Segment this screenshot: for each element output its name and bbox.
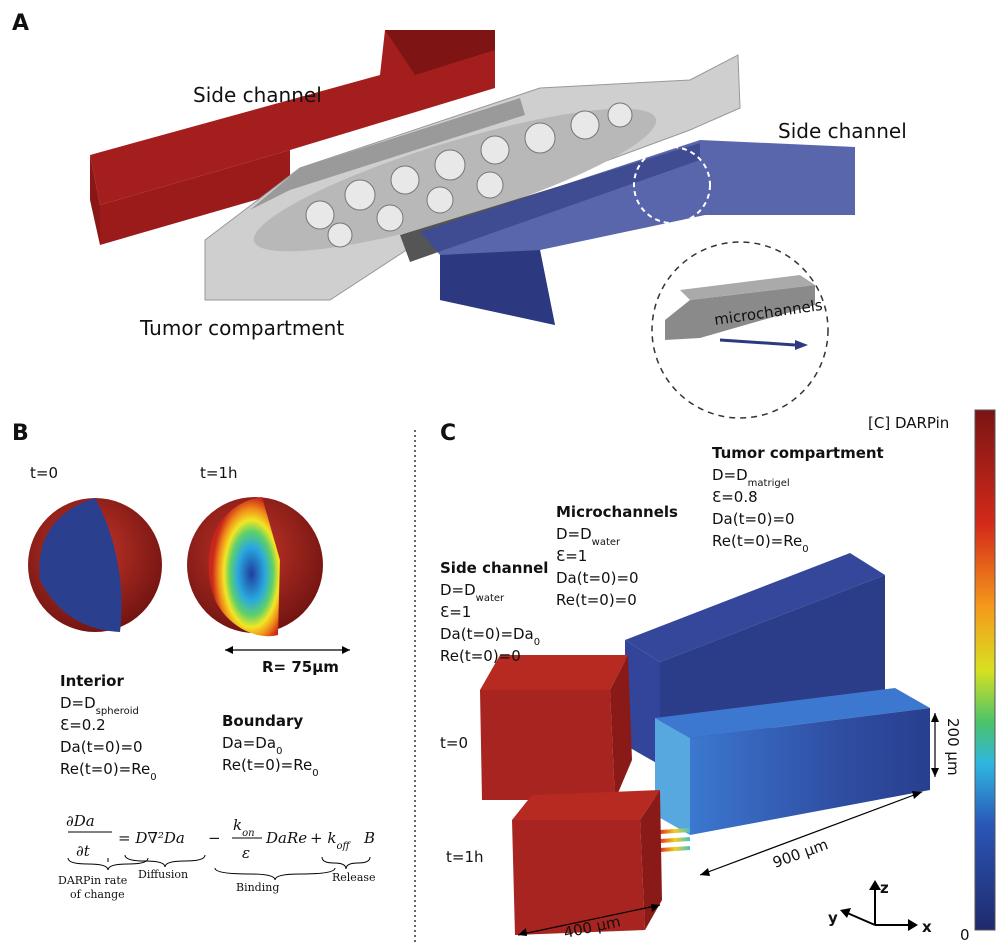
eq-release-main: + k — [310, 829, 336, 847]
eq-minus: − — [208, 829, 221, 847]
block-line-main: Da=Da — [222, 734, 276, 752]
block-line: Ɛ=0.8 — [712, 488, 758, 506]
block-title: Interior — [60, 672, 124, 690]
block-line: D=Dspheroid — [60, 694, 139, 717]
block-line-main: Re(t=0)=Re — [712, 532, 802, 550]
eq-binding-num-main: k — [233, 816, 242, 834]
dimension-label: 200 μm — [944, 718, 962, 776]
eq-lhs-den: ∂t — [76, 842, 91, 860]
dimension-label: 900 μm — [770, 835, 830, 872]
block-line: Ɛ=1 — [556, 547, 587, 565]
block-line-sub: water — [476, 593, 505, 604]
panel-label: A — [12, 11, 29, 36]
block-line-main: Re(t=0)=Re — [222, 756, 312, 774]
block-line-main: Da(t=0)=Da — [440, 625, 534, 643]
block-title: Microchannels — [556, 503, 678, 521]
axis-z: z — [880, 879, 889, 897]
block-line-main: Re(t=0)=Re — [60, 760, 150, 778]
time-label: t=0 — [30, 464, 58, 482]
eq-note: of change — [70, 888, 125, 901]
block-line: Ɛ=1 — [440, 603, 471, 621]
eq-release-sub: off — [336, 841, 351, 852]
block-line: Re(t=0)=Re0 — [712, 532, 809, 555]
side-channel-label: Side channel — [193, 83, 322, 107]
block-line-main: D=D — [60, 694, 96, 712]
block-line: Da(t=0)=0 — [556, 569, 639, 587]
block-line-sub: 0 — [276, 746, 282, 757]
eq-note: Release — [332, 871, 376, 884]
panel-label: B — [12, 421, 29, 446]
axis-y: y — [828, 909, 838, 927]
block-line: Re(t=0)=0 — [556, 591, 637, 609]
block-line: D=Dwater — [440, 581, 505, 604]
eq-lhs-num: ∂Da — [66, 812, 95, 830]
block-line: Da(t=0)=0 — [712, 510, 795, 528]
block-line: Da(t=0)=0 — [60, 738, 143, 756]
block-line: Da=Da0 — [222, 734, 282, 757]
block-line-main: D=D — [712, 466, 748, 484]
block-line-sub: 0 — [802, 544, 808, 555]
panel-a-drawing — [90, 30, 855, 419]
eq-binding-num: kon — [233, 816, 255, 839]
time-label: t=0 — [440, 734, 468, 752]
panel-c-drawing — [480, 409, 996, 936]
block-line: Da(t=0)=Da0 — [440, 625, 540, 648]
block-line: Ɛ=0.2 — [60, 716, 106, 734]
block-line: Re(t=0)=Re0 — [222, 756, 319, 779]
colorbar-title: [C] DARPin — [868, 414, 949, 432]
block-line-sub: water — [592, 537, 621, 548]
eq-binding-num-sub: on — [242, 828, 254, 839]
block-title: Side channel — [440, 559, 548, 577]
side-channel-label: Side channel — [778, 119, 907, 143]
eq-binding-den: ε — [242, 844, 250, 862]
block-line: Re(t=0)=Re0 — [60, 760, 157, 783]
eq-diffusion: = D∇²Da — [118, 829, 185, 847]
eq-note: DARPin rate — [58, 874, 127, 887]
block-line: D=Dwater — [556, 525, 621, 548]
axis-x: x — [922, 918, 932, 936]
radius-label: R= 75μm — [262, 658, 339, 676]
block-line-sub: 0 — [312, 768, 318, 779]
block-line: D=Dmatrigel — [712, 466, 790, 489]
block-line-sub: 0 — [534, 637, 540, 648]
block-line-main: D=D — [556, 525, 592, 543]
time-label: t=1h — [200, 464, 238, 482]
panel-b-drawing — [28, 497, 371, 881]
block-line-sub: matrigel — [748, 478, 790, 489]
block-line-main: D=D — [440, 581, 476, 599]
block-line: Re(t=0)=0 — [440, 647, 521, 665]
eq-release-rest: B — [363, 829, 375, 847]
block-line-sub: 0 — [150, 772, 156, 783]
panel-label: C — [440, 421, 456, 446]
eq-binding-rest: DaRe — [265, 829, 307, 847]
block-title: Tumor compartment — [712, 444, 884, 462]
eq-note: Diffusion — [138, 868, 188, 881]
eq-note: Binding — [236, 881, 279, 894]
block-title: Boundary — [222, 712, 303, 730]
time-label: t=1h — [446, 848, 484, 866]
colorbar-min: 0 — [960, 926, 970, 944]
tumor-compartment-label: Tumor compartment — [139, 316, 344, 340]
block-line-sub: spheroid — [96, 706, 139, 717]
eq-release: + koff — [310, 829, 351, 852]
